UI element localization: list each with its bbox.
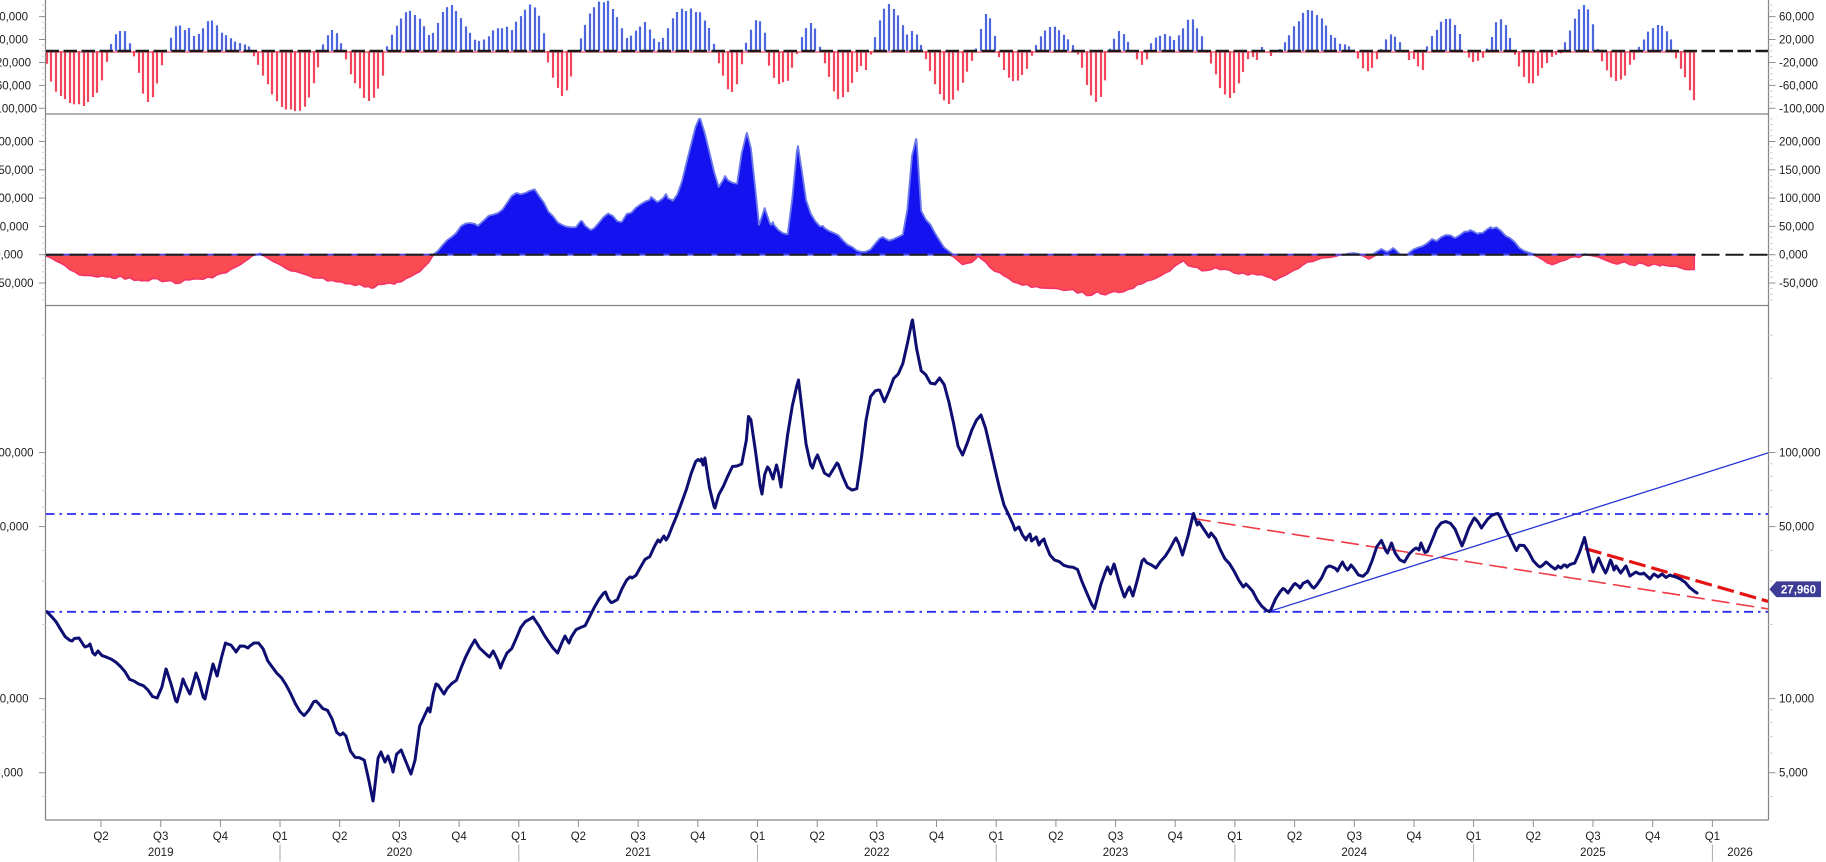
svg-text:10,000: 10,000: [0, 694, 29, 706]
svg-text:-100,000: -100,000: [0, 103, 37, 115]
svg-text:50,000: 50,000: [0, 522, 29, 534]
svg-text:Q2: Q2: [1287, 831, 1302, 843]
svg-text:150,000: 150,000: [1779, 165, 1821, 177]
svg-text:-60,000: -60,000: [1779, 80, 1818, 92]
svg-text:60,000: 60,000: [1779, 12, 1814, 24]
svg-text:Q2: Q2: [332, 831, 347, 843]
svg-text:Q2: Q2: [571, 831, 586, 843]
svg-text:20,000: 20,000: [1779, 35, 1814, 47]
svg-text:Q1: Q1: [272, 831, 287, 843]
svg-text:Q1: Q1: [989, 831, 1004, 843]
svg-text:Q3: Q3: [1347, 831, 1362, 843]
svg-text:Q1: Q1: [511, 831, 526, 843]
svg-text:2024: 2024: [1341, 847, 1367, 859]
svg-text:-100,000: -100,000: [1779, 103, 1824, 115]
svg-text:-60,000: -60,000: [0, 80, 31, 92]
svg-text:2021: 2021: [625, 847, 651, 859]
svg-text:100,000: 100,000: [0, 193, 34, 205]
svg-text:Q1: Q1: [1466, 831, 1481, 843]
svg-text:Q4: Q4: [1406, 831, 1422, 843]
svg-text:Q2: Q2: [1048, 831, 1063, 843]
svg-text:50,000: 50,000: [1779, 522, 1814, 534]
svg-text:100,000: 100,000: [1779, 448, 1821, 460]
svg-text:Q2: Q2: [93, 831, 108, 843]
svg-text:2022: 2022: [864, 847, 890, 859]
svg-text:Q1: Q1: [1227, 831, 1242, 843]
svg-text:0,000: 0,000: [1779, 250, 1808, 262]
svg-text:Q4: Q4: [213, 831, 229, 843]
svg-text:Q4: Q4: [1168, 831, 1184, 843]
svg-text:100,000: 100,000: [1779, 193, 1821, 205]
svg-text:-50,000: -50,000: [1779, 278, 1818, 290]
svg-text:200,000: 200,000: [0, 137, 34, 149]
svg-text:2019: 2019: [148, 847, 174, 859]
svg-text:Q4: Q4: [690, 831, 706, 843]
svg-text:200,000: 200,000: [1779, 137, 1821, 149]
svg-text:Q2: Q2: [1526, 831, 1541, 843]
svg-text:Q4: Q4: [1645, 831, 1661, 843]
svg-text:0,000: 0,000: [0, 250, 23, 262]
svg-text:Q4: Q4: [929, 831, 945, 843]
svg-text:5,000: 5,000: [1779, 768, 1808, 780]
svg-text:Q2: Q2: [810, 831, 825, 843]
svg-text:Q1: Q1: [750, 831, 765, 843]
svg-text:Q1: Q1: [1705, 831, 1720, 843]
svg-text:Q3: Q3: [153, 831, 168, 843]
svg-text:2023: 2023: [1103, 847, 1129, 859]
svg-text:-50,000: -50,000: [0, 278, 34, 290]
svg-text:Q3: Q3: [869, 831, 884, 843]
svg-text:Q4: Q4: [451, 831, 467, 843]
svg-text:Q3: Q3: [1108, 831, 1123, 843]
svg-text:60,000: 60,000: [0, 12, 28, 24]
svg-text:20,000: 20,000: [0, 35, 28, 47]
svg-text:Q3: Q3: [392, 831, 407, 843]
svg-text:100,000: 100,000: [0, 448, 34, 460]
svg-text:50,000: 50,000: [1779, 221, 1814, 233]
svg-text:150,000: 150,000: [0, 165, 34, 177]
svg-text:2026: 2026: [1727, 847, 1753, 859]
svg-text:50,000: 50,000: [0, 221, 29, 233]
svg-text:Q3: Q3: [1585, 831, 1600, 843]
svg-text:-20,000: -20,000: [1779, 58, 1818, 70]
svg-text:2025: 2025: [1580, 847, 1606, 859]
svg-text:27,960: 27,960: [1781, 584, 1816, 596]
svg-text:-20,000: -20,000: [0, 58, 31, 70]
svg-text:10,000: 10,000: [1779, 694, 1814, 706]
svg-text:2020: 2020: [387, 847, 413, 859]
svg-text:5,000: 5,000: [0, 768, 23, 780]
svg-text:Q3: Q3: [630, 831, 645, 843]
